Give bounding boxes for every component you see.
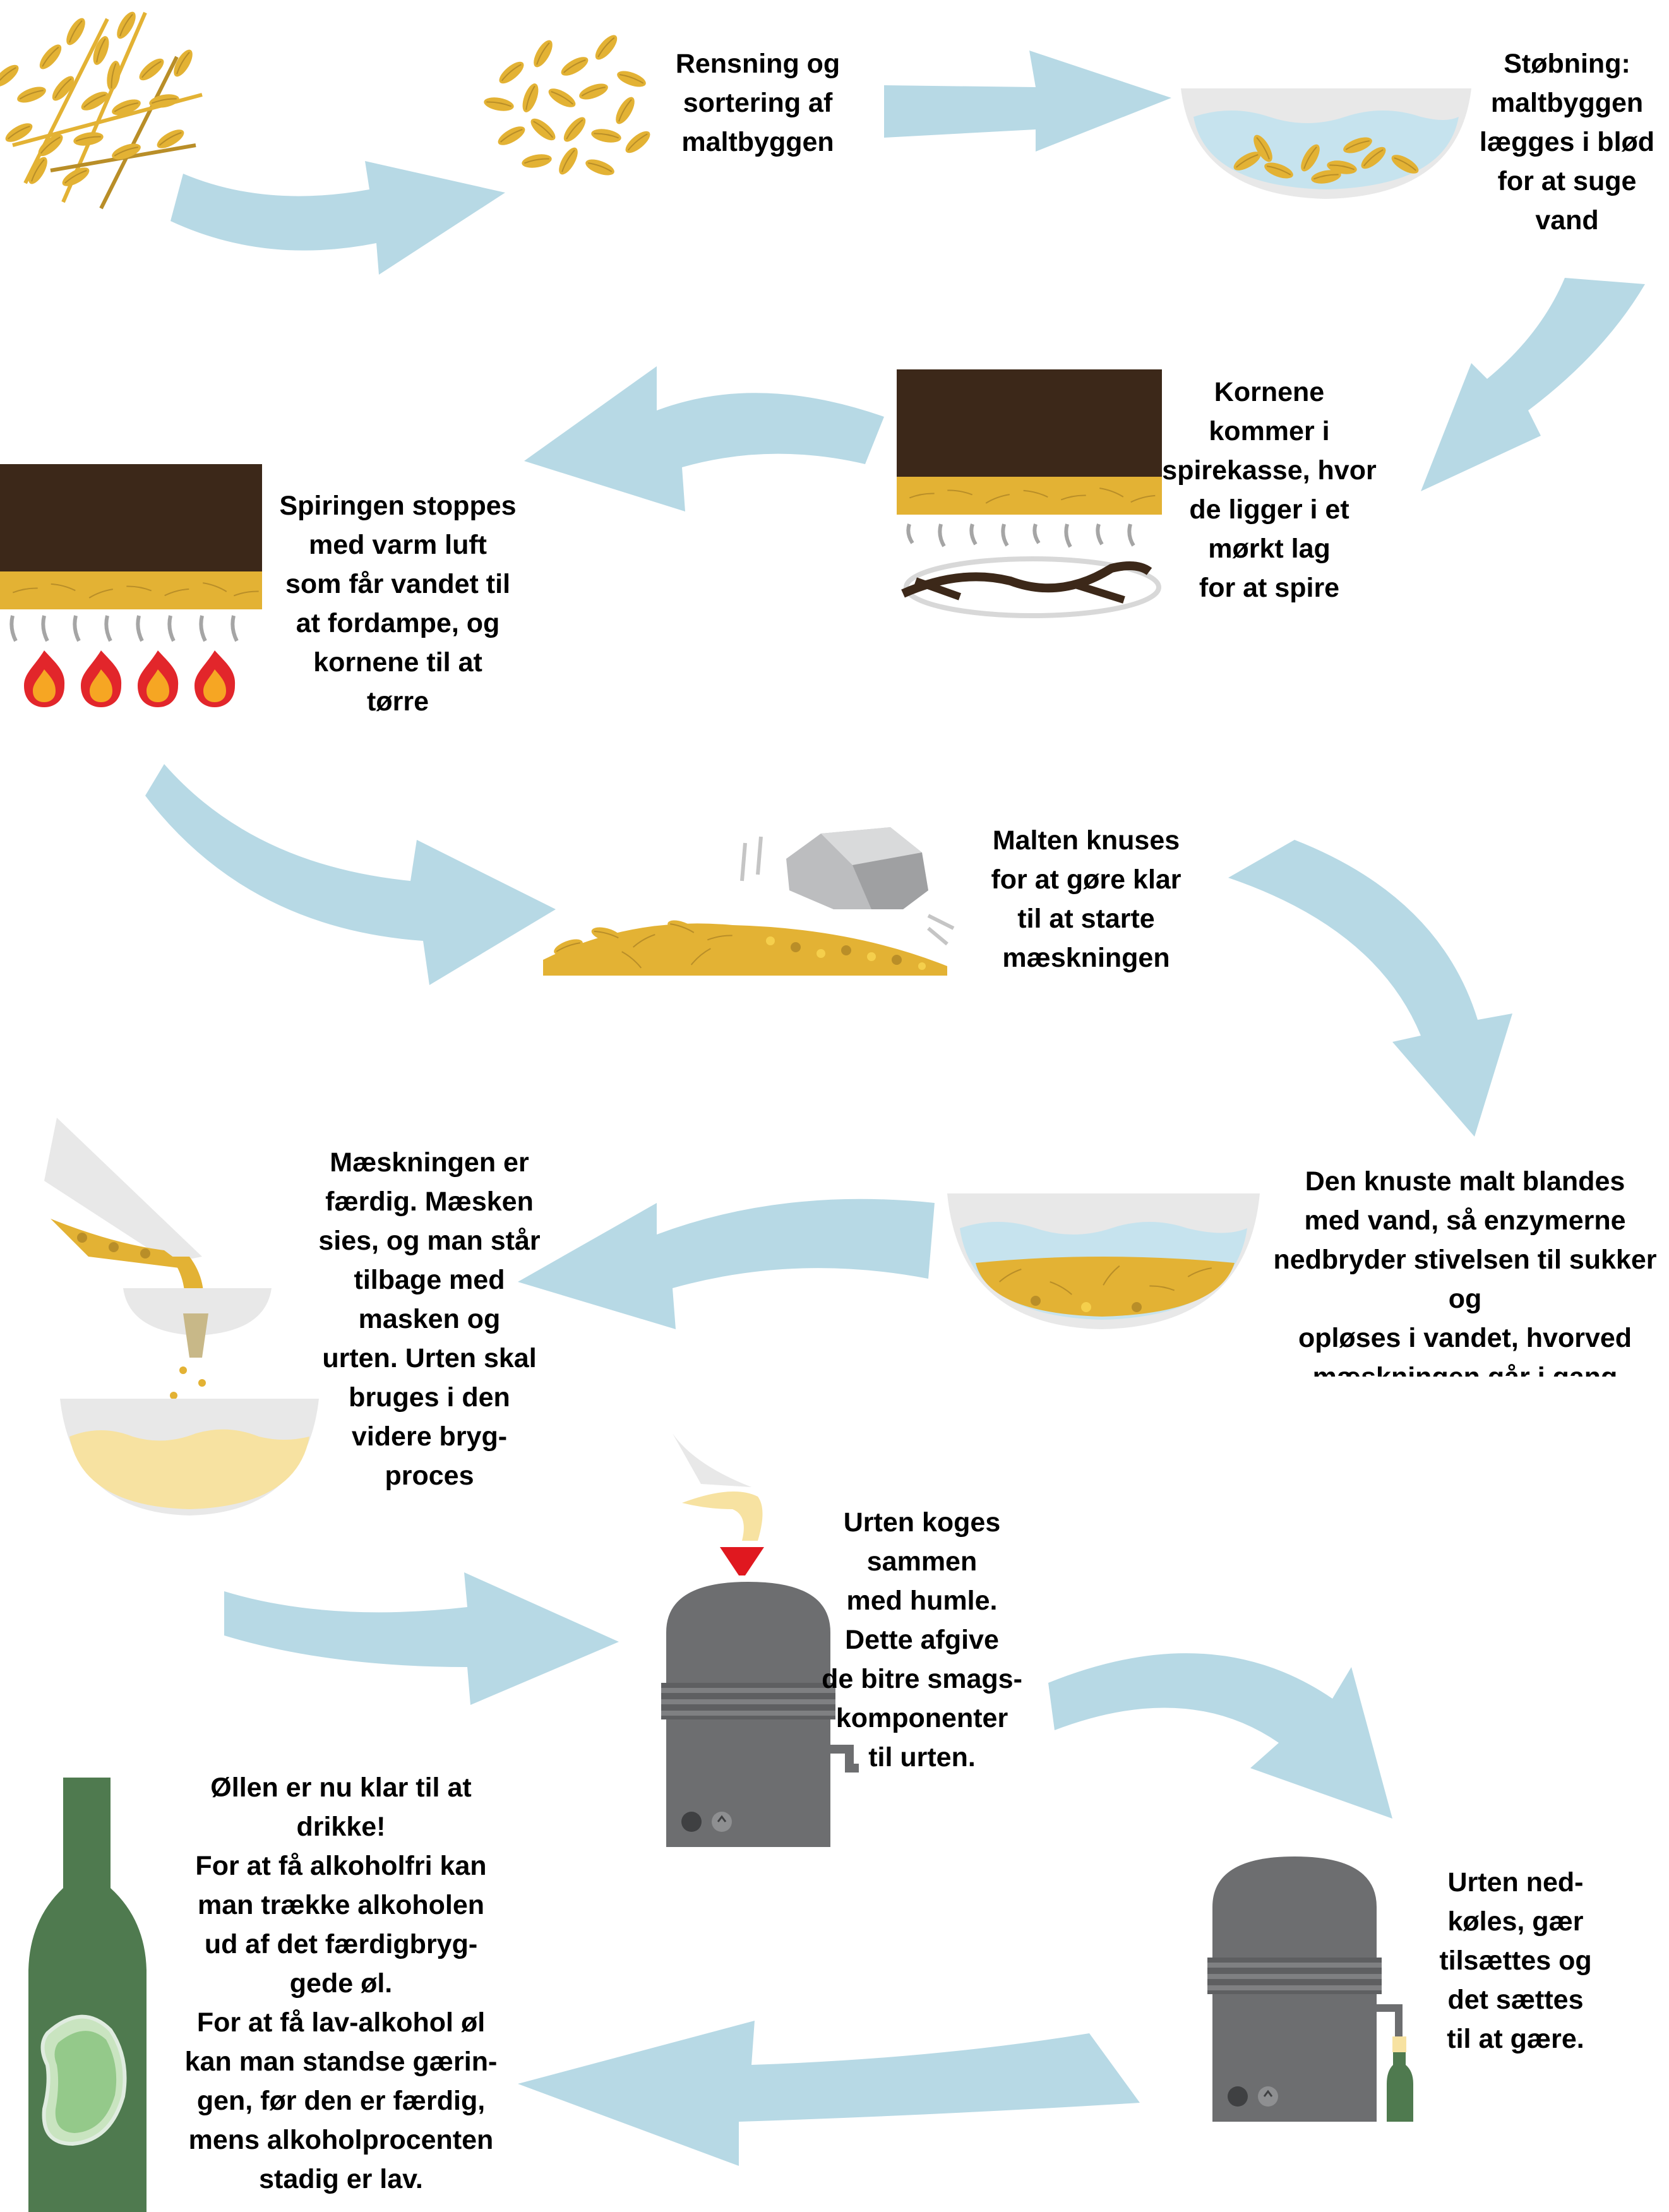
step-kogning-text: Urten koges sammen med humle. Dette afgi… — [822, 1507, 1022, 1773]
arrow-3 — [1421, 278, 1645, 491]
fermentation-tank-illustration — [1206, 1855, 1413, 2123]
mashing-bowl-illustration — [947, 1193, 1260, 1329]
arrow-2 — [884, 51, 1171, 152]
step-knusning-text: Malten knuses for at gøre klar til at st… — [991, 825, 1181, 973]
arrow-10 — [518, 2021, 1140, 2166]
arrow-7 — [518, 1199, 935, 1329]
step-torring-text: Spiringen stoppes med varm luft som får … — [279, 491, 517, 717]
barley-stalks-illustration — [0, 8, 203, 210]
arrow-8 — [224, 1572, 619, 1705]
kilning-illustration — [0, 464, 263, 707]
step-gaering-text: Urten ned- køles, gær tilsættes og det s… — [1439, 1867, 1592, 2054]
arrow-5 — [145, 764, 556, 985]
step-maeskning-text: Den knuste malt blandes med vand, så enz… — [1273, 1166, 1657, 1377]
boiling-kettle-illustration — [660, 1433, 859, 1848]
malt-crushing-illustration — [543, 827, 955, 976]
lautering-illustration — [44, 1118, 319, 1516]
step-filtrering-text: Mæskningen er færdig. Mæsken sies, og ma… — [318, 1147, 541, 1491]
sorted-grain-pile-illustration — [482, 31, 654, 179]
arrow-9 — [1048, 1653, 1392, 1819]
step-stobning-text: Støbning: maltbyggen lægges i blød for a… — [1479, 49, 1655, 236]
beer-bottle-illustration — [28, 1778, 147, 2212]
steeping-bowl-illustration — [1181, 88, 1471, 199]
step-faerdig-text: Øllen er nu klar til at drikke! For at f… — [184, 1773, 498, 2194]
step-rensning-text: Rensning og sortering af maltbyggen — [675, 49, 840, 157]
step-spiring-text: Kornene kommer i spirekasse, hvor de lig… — [1162, 377, 1377, 603]
arrow-4 — [524, 366, 884, 511]
germination-box-illustration — [897, 369, 1162, 618]
arrow-1 — [170, 161, 505, 275]
arrow-6 — [1228, 840, 1512, 1137]
